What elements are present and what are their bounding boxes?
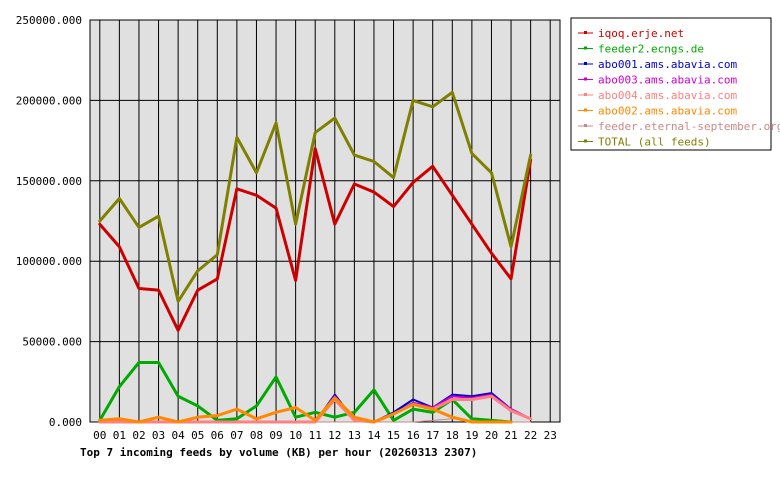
x-tick-label: 13 xyxy=(348,429,361,442)
series-line-4 xyxy=(98,394,533,424)
x-tick-label: 17 xyxy=(426,429,439,442)
y-tick-label: 200000.000 xyxy=(16,94,82,107)
series-line-7 xyxy=(98,90,533,303)
legend-marker-5 xyxy=(584,108,587,112)
x-tick-label: 06 xyxy=(211,429,224,442)
y-axis-ticks: 0.000 50000.000 100000.000 150000.000 200000… xyxy=(16,14,82,429)
x-tick-label: 10 xyxy=(289,429,302,442)
legend-marker-6 xyxy=(584,124,587,127)
legend-label-2: abo001.ams.abavia.com xyxy=(598,58,737,71)
legend: iqoq.erje.net feeder2.ecngs.de abo001.ams.… xyxy=(570,17,780,151)
chart-title: Top 7 incoming feeds by volume (KB) per … xyxy=(80,446,477,459)
y-tick-label: 100000.000 xyxy=(16,255,82,268)
x-tick-label: 19 xyxy=(465,429,478,442)
x-tick-label: 23 xyxy=(544,429,557,442)
legend-label-6: feeder.eternal-september.org xyxy=(598,120,780,133)
x-tick-label: 07 xyxy=(230,429,243,442)
x-tick-label: 21 xyxy=(504,429,517,442)
legend-label-1: feeder2.ecngs.de xyxy=(598,43,704,56)
series-line-0 xyxy=(98,147,533,332)
legend-marker-3 xyxy=(584,77,587,81)
y-tick-label: 150000.000 xyxy=(16,175,82,188)
legend-label-7: TOTAL (all feeds) xyxy=(598,136,711,149)
legend-marker-2 xyxy=(584,62,587,65)
legend-marker-4 xyxy=(584,93,587,96)
x-tick-label: 11 xyxy=(309,429,322,442)
legend-marker-7 xyxy=(584,139,587,143)
legend-marker-0 xyxy=(584,31,587,34)
x-tick-label: 01 xyxy=(113,429,126,442)
y-tick-label: 0.000 xyxy=(49,416,82,429)
y-tick-label: 250000.000 xyxy=(16,14,82,27)
legend-box xyxy=(570,17,772,151)
x-tick-label: 12 xyxy=(328,429,341,442)
y-tick-label: 50000.000 xyxy=(22,336,82,349)
legend-label-3: abo003.ams.abavia.com xyxy=(598,74,737,87)
x-tick-label: 16 xyxy=(407,429,420,442)
x-tick-label: 08 xyxy=(250,429,263,442)
legend-label-5: abo002.ams.abavia.com xyxy=(598,105,737,118)
x-tick-label: 20 xyxy=(485,429,498,442)
series-line-5 xyxy=(98,396,513,424)
plot-area xyxy=(89,19,561,423)
x-tick-label: 09 xyxy=(269,429,282,442)
legend-label-0: iqoq.erje.net xyxy=(598,27,684,40)
legend-marker-1 xyxy=(584,46,587,50)
x-tick-label: 14 xyxy=(367,429,381,442)
x-tick-label: 22 xyxy=(524,429,537,442)
x-tick-label: 18 xyxy=(446,429,459,442)
x-tick-label: 05 xyxy=(191,429,204,442)
x-tick-label: 04 xyxy=(172,429,186,442)
x-tick-label: 02 xyxy=(132,429,145,442)
series-lines xyxy=(98,90,533,424)
x-tick-label: 00 xyxy=(93,429,106,442)
legend-label-4: abo004.ams.abavia.com xyxy=(598,89,737,102)
x-axis-ticks: 00 01 02 03 04 05 06 07 08 09 10 11 12 13 14 15 16 17 18 19… xyxy=(93,429,557,442)
x-tick-label: 03 xyxy=(152,429,165,442)
x-tick-label: 15 xyxy=(387,429,400,442)
